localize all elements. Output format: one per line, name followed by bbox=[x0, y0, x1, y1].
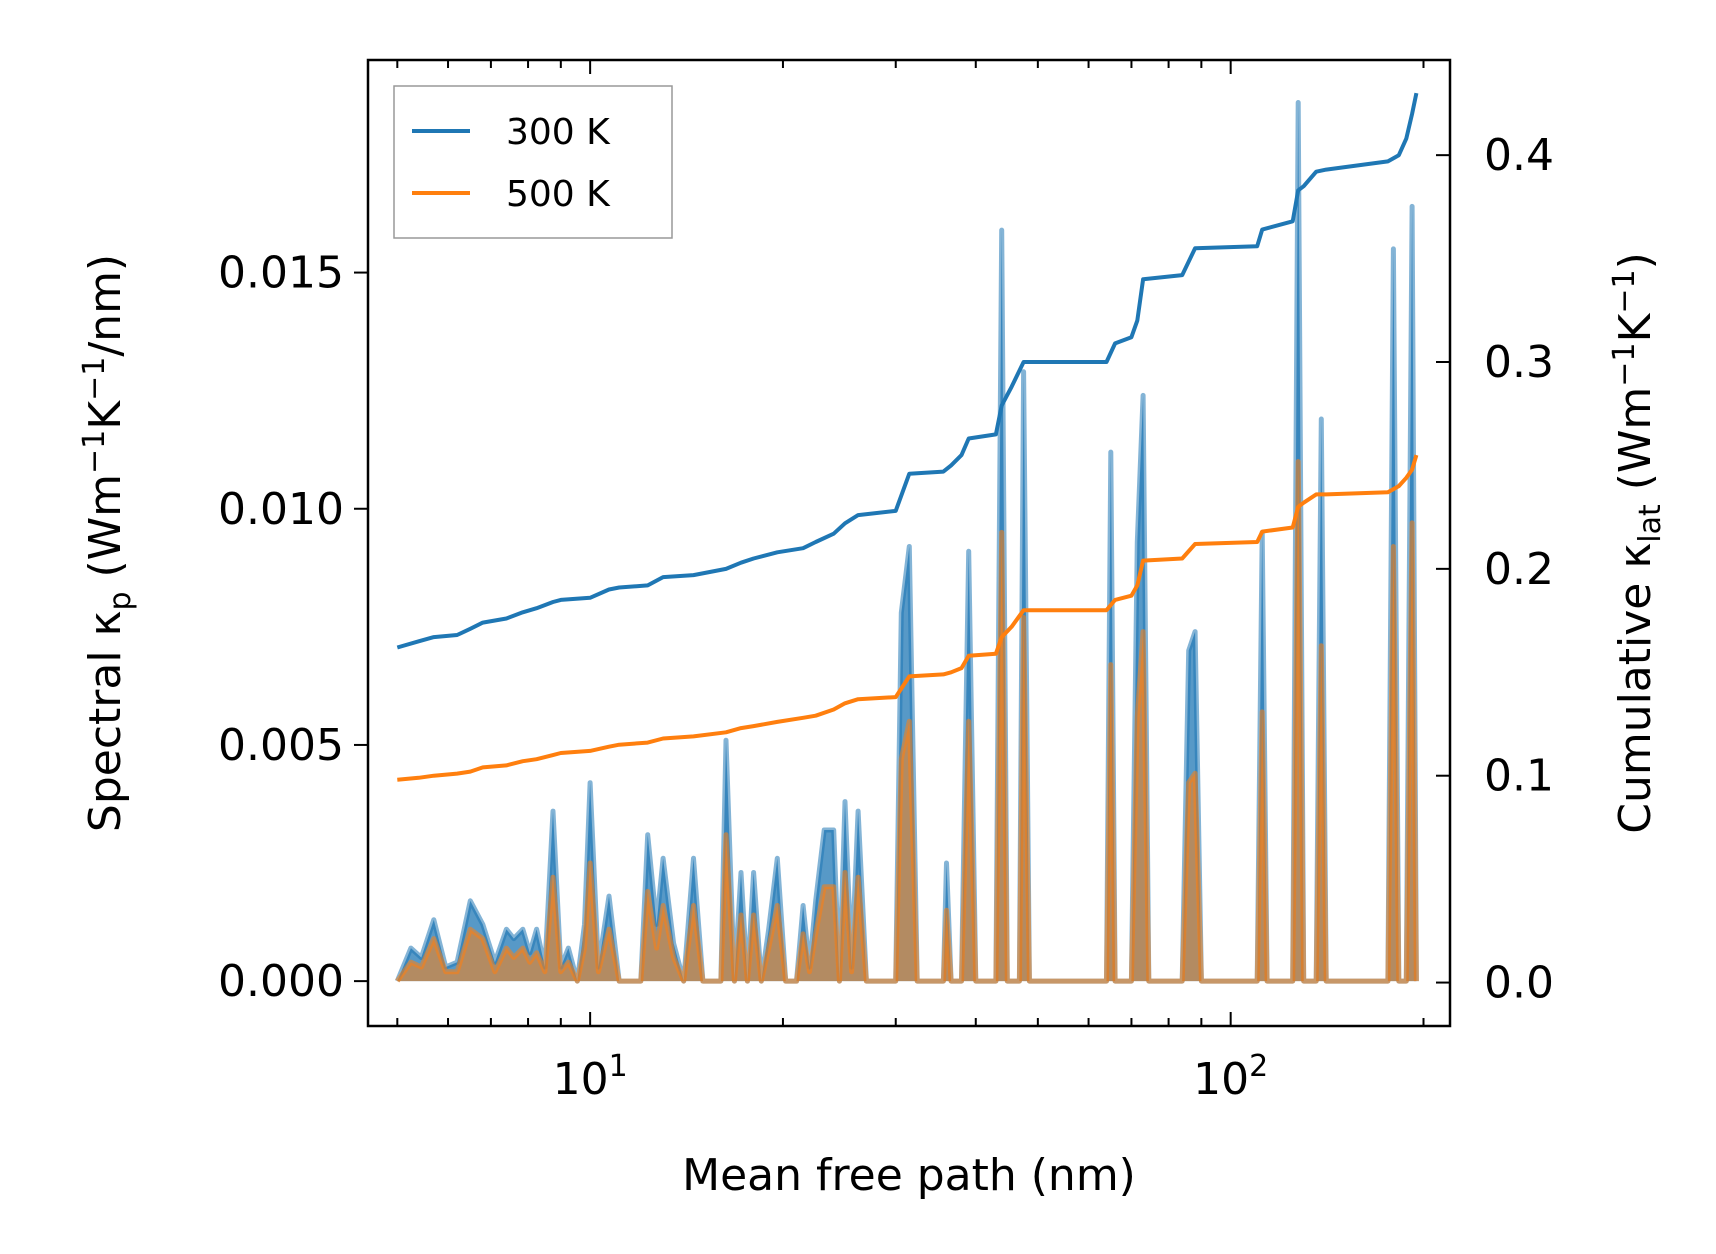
label-part: −1 bbox=[1607, 269, 1642, 313]
cumulative-line-500k bbox=[397, 454, 1419, 782]
y-right-tick-label: 0.4 bbox=[1484, 130, 1554, 181]
label-part: ) bbox=[1610, 252, 1661, 269]
x-tick-exponent: 2 bbox=[1249, 1049, 1268, 1084]
y-right-tick-label: 0.2 bbox=[1484, 544, 1554, 595]
x-tick-label: 102 bbox=[1193, 1049, 1268, 1105]
y-left-axis-label: Spectral κp (Wm−1K−1/nm) bbox=[77, 254, 138, 832]
legend-box bbox=[393, 85, 673, 239]
y-left-tick-label: 0.000 bbox=[218, 956, 344, 1007]
label-part: p bbox=[103, 591, 138, 610]
axes-layer: 101 1020.0000.0050.0100.0150.00.10.20.30.… bbox=[77, 58, 1668, 1201]
y-left-tick-label: 0.015 bbox=[218, 248, 344, 299]
y-left-tick-label: 0.005 bbox=[218, 720, 344, 771]
label-part: −1 bbox=[77, 357, 112, 401]
label-part: Cumulative κ bbox=[1610, 543, 1661, 834]
legend-label: 500 K bbox=[506, 174, 611, 215]
spectral-area-500k bbox=[397, 461, 1417, 982]
x-axis-label: Mean free path (nm) bbox=[682, 1150, 1136, 1201]
label-part: (Wm bbox=[1610, 387, 1661, 505]
cumulative-line-300k bbox=[396, 92, 1419, 650]
spectral-layer bbox=[394, 100, 1419, 984]
plot-frame bbox=[366, 58, 1452, 1028]
y-right-axis-label: Cumulative κlat (Wm−1K−1) bbox=[1607, 252, 1668, 834]
y-left-tick-label: 0.010 bbox=[218, 484, 344, 535]
y-right-tick-label: 0.1 bbox=[1484, 751, 1554, 802]
x-tick-base: 10 bbox=[553, 1054, 609, 1105]
y-right-tick-label: 0.3 bbox=[1484, 337, 1554, 388]
label-part: −1 bbox=[77, 430, 112, 474]
spectral-line-500k bbox=[395, 459, 1419, 984]
label-part: Spectral κ bbox=[80, 611, 131, 833]
label-part: lat bbox=[1633, 504, 1668, 543]
legend-label: 300 K bbox=[506, 112, 611, 153]
legend: 300 K 500 K bbox=[393, 85, 673, 239]
cumulative-layer bbox=[396, 92, 1419, 782]
x-tick-exponent: 1 bbox=[609, 1049, 628, 1084]
y-right-tick-label: 0.0 bbox=[1484, 958, 1554, 1009]
label-part: K bbox=[1610, 312, 1661, 342]
label-part: −1 bbox=[1607, 342, 1642, 386]
x-tick-base: 10 bbox=[1193, 1054, 1249, 1105]
label-part: /nm) bbox=[80, 254, 131, 357]
label-part: K bbox=[80, 400, 131, 430]
label-part: (Wm bbox=[80, 474, 131, 592]
x-tick-label: 101 bbox=[553, 1049, 628, 1105]
